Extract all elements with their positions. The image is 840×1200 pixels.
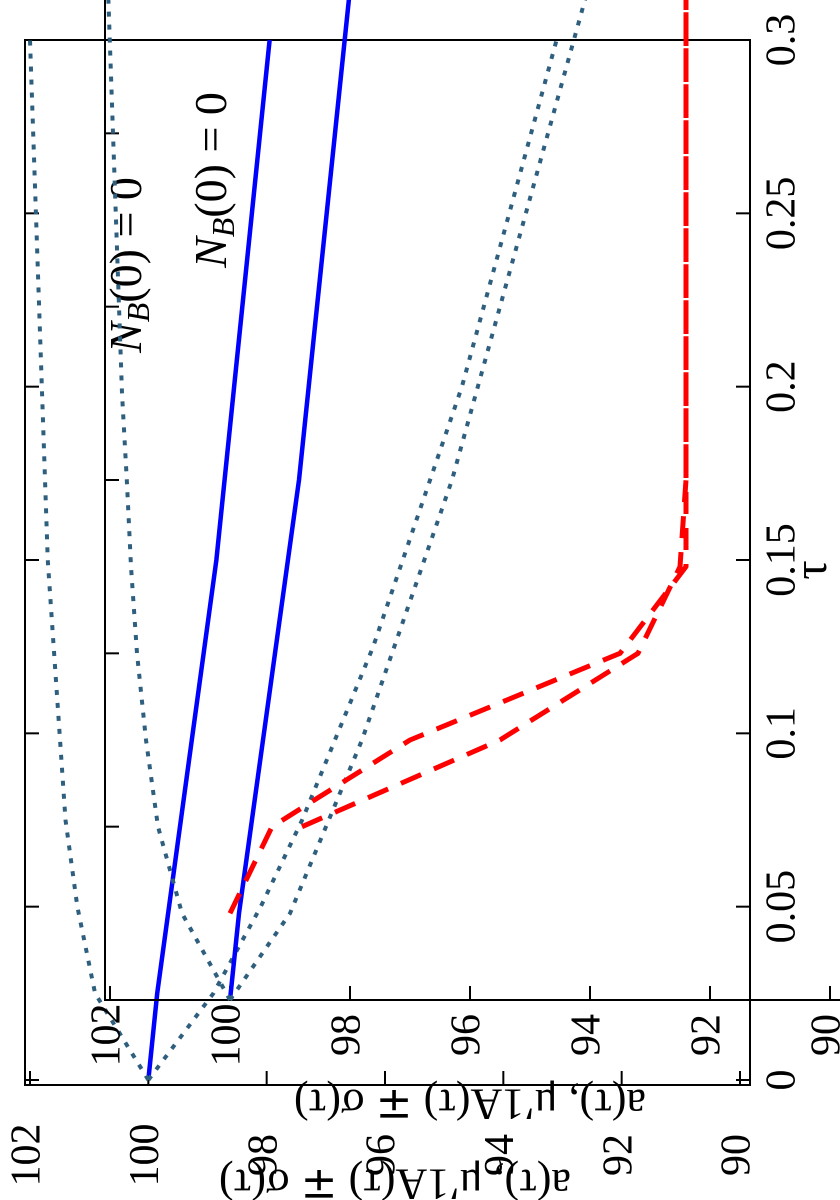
series-line [146,39,272,1081]
y-tick-label: 98 [324,1014,370,1056]
series-line [28,39,151,1082]
x-axis-label: τ [784,560,837,579]
y-tick-label: 94 [477,1134,523,1176]
x-tick-label: 0.3 [759,14,805,67]
series-line [227,0,689,915]
annotation: NB(0) = 0 [100,177,157,354]
y-tick-label: 94 [564,1014,610,1056]
y-tick-label: 96 [359,1134,405,1176]
y-tick-label: 98 [240,1134,286,1176]
annotation-main: N [100,320,151,354]
x-tick-label: 0.2 [759,360,805,413]
plot: 90 92 94 96 98 100 102 0 0.05 0.1 0.15 0.2 0.25 0.3 a(… [84,0,840,1129]
y-axis-label: a(τ), μ′1A(τ) ∓ σ(τ) [219,1160,571,1200]
plot-frame [24,39,751,1086]
y-tick-label: 92 [595,1134,641,1176]
x-tick-label: 0.15 [759,523,805,597]
annotation-sub: B [120,303,156,323]
y-tick-label: 96 [444,1014,490,1056]
annotation-main: N [185,235,236,269]
y-axis-label: a(τ), μ′1A(τ) ∓ σ(τ) [294,1080,646,1129]
x-tick-label: 0 [759,1070,805,1091]
rotated-plots: 90 92 94 96 98 100 102 0 0.05 0.1 0.15 0.2 0.25 0.3 a(… [4,0,840,1200]
series-line [105,0,232,1001]
annotation-sub: B [205,218,241,238]
plot-frame [104,0,840,1001]
y-tick-label: 102 [84,1004,130,1067]
y-tick-label: 100 [122,1124,168,1187]
annotation-tail: (0) = 0 [100,177,151,303]
series-line [228,0,598,1002]
y-tick-label: 102 [4,1124,50,1187]
y-tick-label: 90 [804,1014,840,1056]
x-tick-label: 0.25 [759,177,805,251]
annotation-tail: (0) = 0 [185,92,236,218]
plot: 90 92 94 96 98 100 102 0 0.05 0.1 0.15 0.2 0.25 0.3 a(… [4,14,837,1200]
y-tick-label: 92 [684,1014,730,1056]
y-tick-label: 100 [204,1004,250,1067]
x-tick-label: 0.05 [759,870,805,944]
annotation: NB(0) = 0 [185,92,242,269]
y-tick-label: 90 [714,1134,760,1176]
series-line [300,0,689,829]
x-tick-label: 0.1 [759,707,805,760]
series-line [227,0,356,1001]
